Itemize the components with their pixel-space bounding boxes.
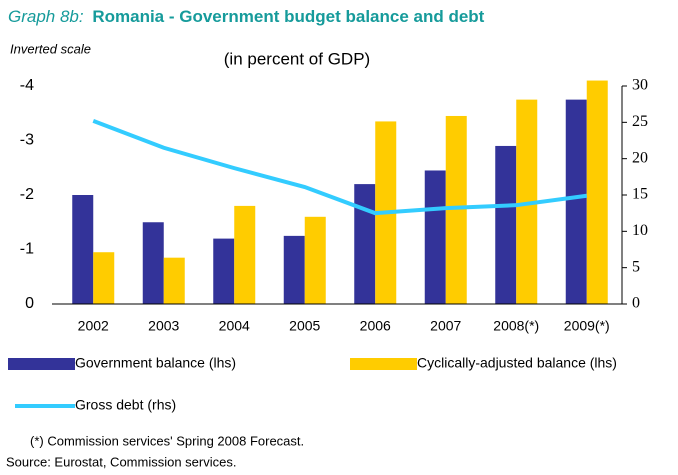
bar bbox=[565, 99, 587, 304]
title-label: Graph 8b: bbox=[8, 7, 84, 26]
y-tick-label: -4 bbox=[20, 77, 34, 94]
legend-swatch bbox=[8, 358, 75, 370]
bar bbox=[445, 115, 467, 304]
y-tick-label: -3 bbox=[20, 132, 34, 149]
bar bbox=[213, 238, 235, 304]
legend-label: Gross debt (rhs) bbox=[75, 397, 176, 413]
legend-label: Cyclically-adjusted balance (lhs) bbox=[417, 355, 617, 371]
y2-tick-label: 20 bbox=[632, 149, 648, 166]
y2-tick-label: 30 bbox=[632, 77, 648, 94]
note: Source: Eurostat, Commission services. bbox=[6, 454, 236, 469]
bar bbox=[354, 184, 376, 304]
bar bbox=[234, 205, 256, 304]
y2-tick-label: 15 bbox=[632, 186, 648, 203]
y-tick-label: -1 bbox=[20, 241, 34, 258]
x-tick-label: 2007 bbox=[430, 318, 461, 334]
annotation: Inverted scale bbox=[10, 41, 91, 56]
y-tick-label: -2 bbox=[20, 186, 34, 203]
x-tick-label: 2003 bbox=[148, 318, 179, 334]
line-series bbox=[92, 119, 588, 216]
y-tick-label: 0 bbox=[25, 295, 34, 312]
bar bbox=[586, 80, 608, 304]
bar bbox=[283, 235, 305, 304]
legend-label: Government balance (lhs) bbox=[75, 355, 236, 371]
bar bbox=[142, 222, 164, 304]
y2-tick-label: 25 bbox=[632, 113, 648, 130]
y2-tick-label: 10 bbox=[632, 222, 648, 239]
x-tick-label: 2008(*) bbox=[493, 318, 539, 334]
title-text: Romania - Government budget balance and … bbox=[92, 7, 484, 26]
x-tick-label: 2006 bbox=[360, 318, 391, 334]
bar bbox=[163, 257, 185, 304]
x-tick-label: 2002 bbox=[78, 318, 109, 334]
y2-tick-label: 0 bbox=[632, 295, 640, 312]
note: (*) Commission services' Spring 2008 For… bbox=[30, 433, 304, 448]
x-tick-label: 2005 bbox=[289, 318, 320, 334]
bar bbox=[72, 195, 94, 304]
x-tick-label: 2004 bbox=[219, 318, 250, 334]
chart-title: Graph 8b: Romania - Government budget ba… bbox=[8, 7, 485, 26]
bar bbox=[495, 145, 517, 304]
bar bbox=[424, 170, 446, 304]
bar bbox=[304, 216, 326, 304]
y2-tick-label: 5 bbox=[632, 258, 640, 275]
x-tick-label: 2009(*) bbox=[564, 318, 610, 334]
bar bbox=[93, 252, 115, 304]
subtitle: (in percent of GDP) bbox=[224, 49, 370, 68]
legend-swatch bbox=[350, 358, 417, 370]
